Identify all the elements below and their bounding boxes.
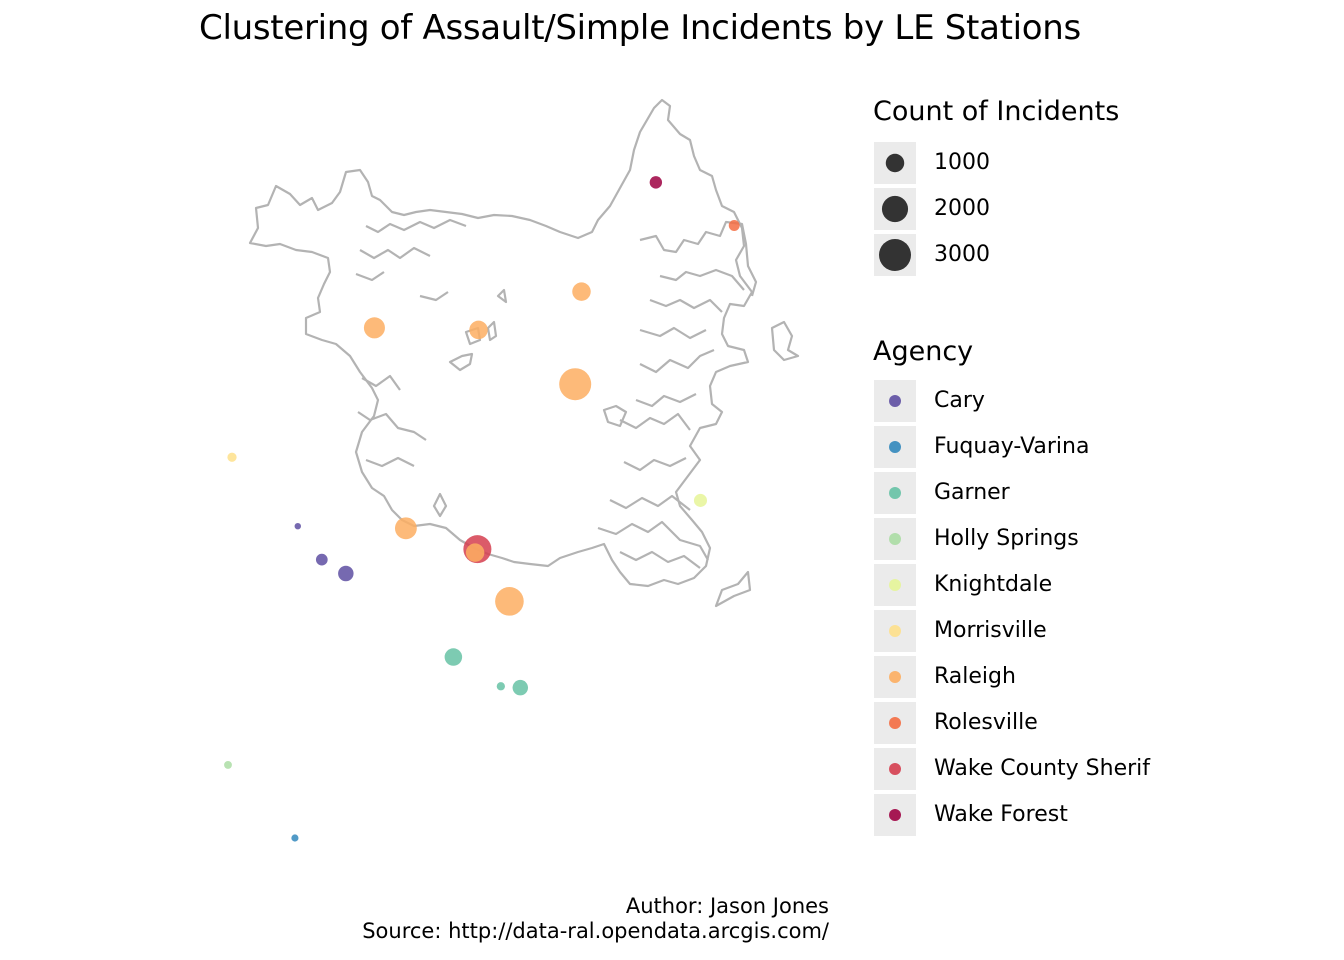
size-legend-title: Count of Incidents <box>873 96 1120 127</box>
agency-legend-label: Morrisville <box>934 618 1047 643</box>
point-raleigh-7 <box>465 543 485 562</box>
point-morrisville-15 <box>227 452 237 462</box>
boundary-raleigh <box>248 98 754 588</box>
caption-source: Source: http://data-ral.opendata.arcgis.… <box>362 919 829 943</box>
agency-legend-label: Fuquay-Varina <box>934 434 1090 459</box>
agency-legend-label: Holly Springs <box>934 526 1079 551</box>
agency-legend-swatch <box>889 441 901 453</box>
agency-legend-label: Wake Forest <box>934 802 1068 827</box>
agency-legend-swatch <box>889 763 901 775</box>
size-legend-circle <box>885 153 905 173</box>
agency-legend-key <box>874 426 916 468</box>
chart-title: Clustering of Assault/Simple Incidents b… <box>199 8 1081 48</box>
caption-author: Author: Jason Jones <box>625 894 829 918</box>
agency-legend-label: Knightdale <box>934 572 1053 597</box>
point-raleigh-4 <box>363 317 385 339</box>
agency-legend-key <box>874 656 916 698</box>
agency-legend-swatch <box>889 625 901 637</box>
agency-legend-key <box>874 518 916 560</box>
agency-legend-label: Garner <box>934 480 1010 505</box>
point-knightdale-11 <box>693 493 708 507</box>
size-legend-label: 3000 <box>934 242 990 267</box>
point-raleigh-6 <box>469 320 488 340</box>
agency-legend-swatch <box>889 579 901 591</box>
boundary-islands <box>432 288 800 608</box>
point-raleigh-3 <box>394 517 417 540</box>
agency-legend-key <box>874 794 916 836</box>
point-raleigh-5 <box>572 282 591 301</box>
size-legend-key <box>874 234 916 276</box>
size-legend-key <box>874 142 916 184</box>
agency-legend-key <box>874 564 916 606</box>
boundary-nw-fragments <box>355 218 467 468</box>
boundary-east-fragments <box>597 220 758 569</box>
agency-legend-swatch <box>889 717 901 729</box>
size-legend-label: 2000 <box>934 196 990 221</box>
point-holly-springs-17 <box>224 761 232 769</box>
agency-legend-swatch <box>889 809 901 821</box>
point-cary-19 <box>294 522 301 530</box>
agency-legend-swatch <box>889 533 901 545</box>
agency-legend-swatch <box>889 487 901 499</box>
point-cary-13 <box>315 553 328 566</box>
agency-legend-label: Cary <box>934 388 985 413</box>
agency-legend-key <box>874 380 916 422</box>
agency-legend-title: Agency <box>873 336 974 367</box>
agency-legend-label: Rolesville <box>934 710 1038 735</box>
agency-legend-key <box>874 610 916 652</box>
size-legend-circle <box>881 195 909 223</box>
agency-legend-label: Raleigh <box>934 664 1016 689</box>
point-wake-forest-12 <box>649 176 663 189</box>
point-garner-10 <box>512 679 529 696</box>
point-garner-16 <box>496 682 505 691</box>
point-raleigh-1 <box>495 587 524 616</box>
point-rolesville-14 <box>728 220 740 231</box>
agency-legend-key <box>874 702 916 744</box>
point-cary-9 <box>338 565 354 582</box>
agency-legend-swatch <box>889 671 901 683</box>
size-legend-circle <box>879 239 911 271</box>
agency-legend-key <box>874 748 916 790</box>
size-legend-label: 1000 <box>934 150 990 175</box>
agency-legend-swatch <box>889 395 901 407</box>
incident-points <box>224 176 740 842</box>
agency-legend-key <box>874 472 916 514</box>
point-garner-8 <box>444 648 463 666</box>
point-raleigh-0 <box>559 368 592 401</box>
point-fuquay-varina-18 <box>291 834 299 842</box>
agency-legend-label: Wake County Sherif <box>934 756 1151 781</box>
city-boundaries <box>248 98 800 608</box>
size-legend-key <box>874 188 916 230</box>
